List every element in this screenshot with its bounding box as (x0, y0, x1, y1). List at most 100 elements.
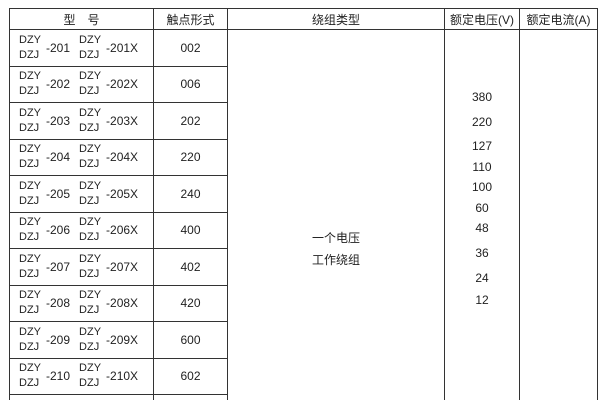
model-prefix: DZJ (19, 194, 40, 207)
model-prefix-pair: DZY DZJ (79, 215, 101, 245)
voltage-value: 24 (475, 271, 489, 285)
model-prefix: DZY (79, 362, 102, 375)
model-prefix-pair: DZY DZJ (19, 252, 41, 282)
header-winding-type: 绕组类型 (228, 9, 445, 30)
model-suffix: -206 (46, 223, 71, 238)
model-suffix: -201X (106, 40, 139, 55)
winding-type-line1: 一个电压 (311, 231, 360, 245)
voltage-value: 36 (475, 246, 489, 260)
model-suffix: -210X (106, 369, 139, 384)
model-suffix: -203X (106, 113, 139, 128)
model-prefix: DZJ (19, 340, 40, 353)
model-prefix-pair: DZY DZJ (79, 142, 101, 172)
voltage-value: 12 (475, 293, 489, 307)
model-prefix: DZY (19, 325, 41, 338)
model-prefix-pair: DZY DZJ (19, 179, 41, 209)
model-prefix-pair: DZY DZJ (19, 215, 41, 245)
model-prefix: DZJ (19, 85, 40, 98)
model-prefix-pair: DZY DZJ (19, 288, 41, 318)
model-prefix: DZJ (19, 48, 40, 61)
model-prefix: DZY (19, 70, 41, 83)
contact-form-cell: 600 (154, 322, 228, 359)
model-suffix: -207 (46, 259, 71, 274)
contact-form-cell: 420 (154, 285, 228, 322)
model-suffix: -202 (46, 77, 71, 92)
contact-form-cell-partial (154, 395, 228, 400)
model-prefix: DZJ (79, 267, 100, 280)
model-prefix-pair: DZY DZJ (79, 179, 101, 209)
voltage-value: 100 (471, 180, 493, 194)
winding-type-value: 一个电压 工作绕组 (228, 227, 444, 271)
model-cell: DZY DZJ -208 DZY DZJ -208X (10, 285, 154, 322)
model-prefix-pair: DZY DZJ (19, 325, 41, 355)
voltage-value: 60 (475, 201, 489, 215)
header-model: 型 号 (10, 9, 154, 30)
contact-form-cell: 240 (154, 176, 228, 213)
model-prefix: DZJ (19, 158, 40, 171)
model-prefix: DZY (19, 179, 41, 192)
model-prefix: DZY (19, 106, 41, 119)
model-prefix-pair: DZY DZJ (19, 33, 41, 63)
voltage-value: 380 (471, 90, 493, 104)
model-prefix: DZY (79, 325, 102, 338)
model-suffix: -201 (46, 40, 71, 55)
model-prefix: DZY (19, 33, 41, 46)
model-suffix: -205X (106, 186, 139, 201)
model-prefix-pair: DZY DZJ (79, 69, 101, 99)
model-prefix: DZY (19, 252, 41, 265)
model-suffix: -210 (46, 369, 71, 384)
model-prefix-pair: DZY DZJ (19, 142, 41, 172)
model-prefix: DZJ (19, 377, 40, 390)
model-prefix: DZY (79, 179, 102, 192)
model-cell: DZY DZJ -207 DZY DZJ -207X (10, 249, 154, 286)
rated-voltage-cell: 380 220 127 110 100 60 48 36 24 12 (445, 30, 520, 400)
model-cell: DZY DZJ -204 DZY DZJ -204X (10, 139, 154, 176)
model-suffix: -208 (46, 296, 71, 311)
voltage-value: 48 (475, 221, 489, 235)
model-prefix-pair: DZY DZJ (79, 106, 101, 136)
model-prefix: DZY (79, 289, 102, 302)
model-cell: DZY DZJ -202 DZY DZJ -202X (10, 66, 154, 103)
contact-form-cell: 402 (154, 249, 228, 286)
model-prefix: DZY (19, 362, 41, 375)
model-prefix: DZJ (19, 267, 40, 280)
model-prefix: DZY (19, 143, 41, 156)
model-prefix-pair: DZY DZJ (19, 106, 41, 136)
model-prefix-pair: DZY DZJ (79, 325, 101, 355)
voltage-value: 220 (471, 115, 493, 129)
model-cell: DZY DZJ -203 DZY DZJ -203X (10, 103, 154, 140)
model-prefix: DZY (79, 216, 102, 229)
model-suffix: -207X (106, 259, 139, 274)
model-cell: DZY DZJ -209 DZY DZJ -209X (10, 322, 154, 359)
model-prefix: DZY (79, 70, 102, 83)
model-prefix: DZJ (79, 231, 100, 244)
model-prefix: DZY (19, 289, 41, 302)
model-prefix: DZY (79, 33, 102, 46)
rated-current-cell (520, 30, 597, 400)
model-prefix: DZJ (79, 121, 100, 134)
model-prefix: DZJ (79, 158, 100, 171)
model-suffix: -206X (106, 223, 139, 238)
model-prefix: DZJ (19, 304, 40, 317)
model-prefix: DZY (79, 143, 102, 156)
model-suffix: -209X (106, 332, 139, 347)
model-cell: DZY DZJ -210 DZY DZJ -210X (10, 358, 154, 395)
model-suffix: -208X (106, 296, 139, 311)
model-prefix: DZJ (79, 304, 100, 317)
contact-form-cell: 602 (154, 358, 228, 395)
model-cell: DZY DZJ -201 DZY DZJ -201X (10, 30, 154, 67)
model-prefix: DZJ (19, 121, 40, 134)
model-prefix: DZJ (79, 340, 100, 353)
contact-form-cell: 006 (154, 66, 228, 103)
winding-type-cell: 一个电压 工作绕组 (228, 30, 445, 400)
header-rated-current: 额定电流(A) (520, 9, 597, 30)
model-prefix: DZJ (19, 231, 40, 244)
contact-form-cell: 202 (154, 103, 228, 140)
model-prefix-pair: DZY DZJ (19, 69, 41, 99)
model-prefix-pair: DZY DZJ (79, 252, 101, 282)
model-cell: DZY DZJ -206 DZY DZJ -206X (10, 212, 154, 249)
model-prefix: DZY (79, 106, 102, 119)
model-suffix: -202X (106, 77, 139, 92)
contact-form-cell: 220 (154, 139, 228, 176)
